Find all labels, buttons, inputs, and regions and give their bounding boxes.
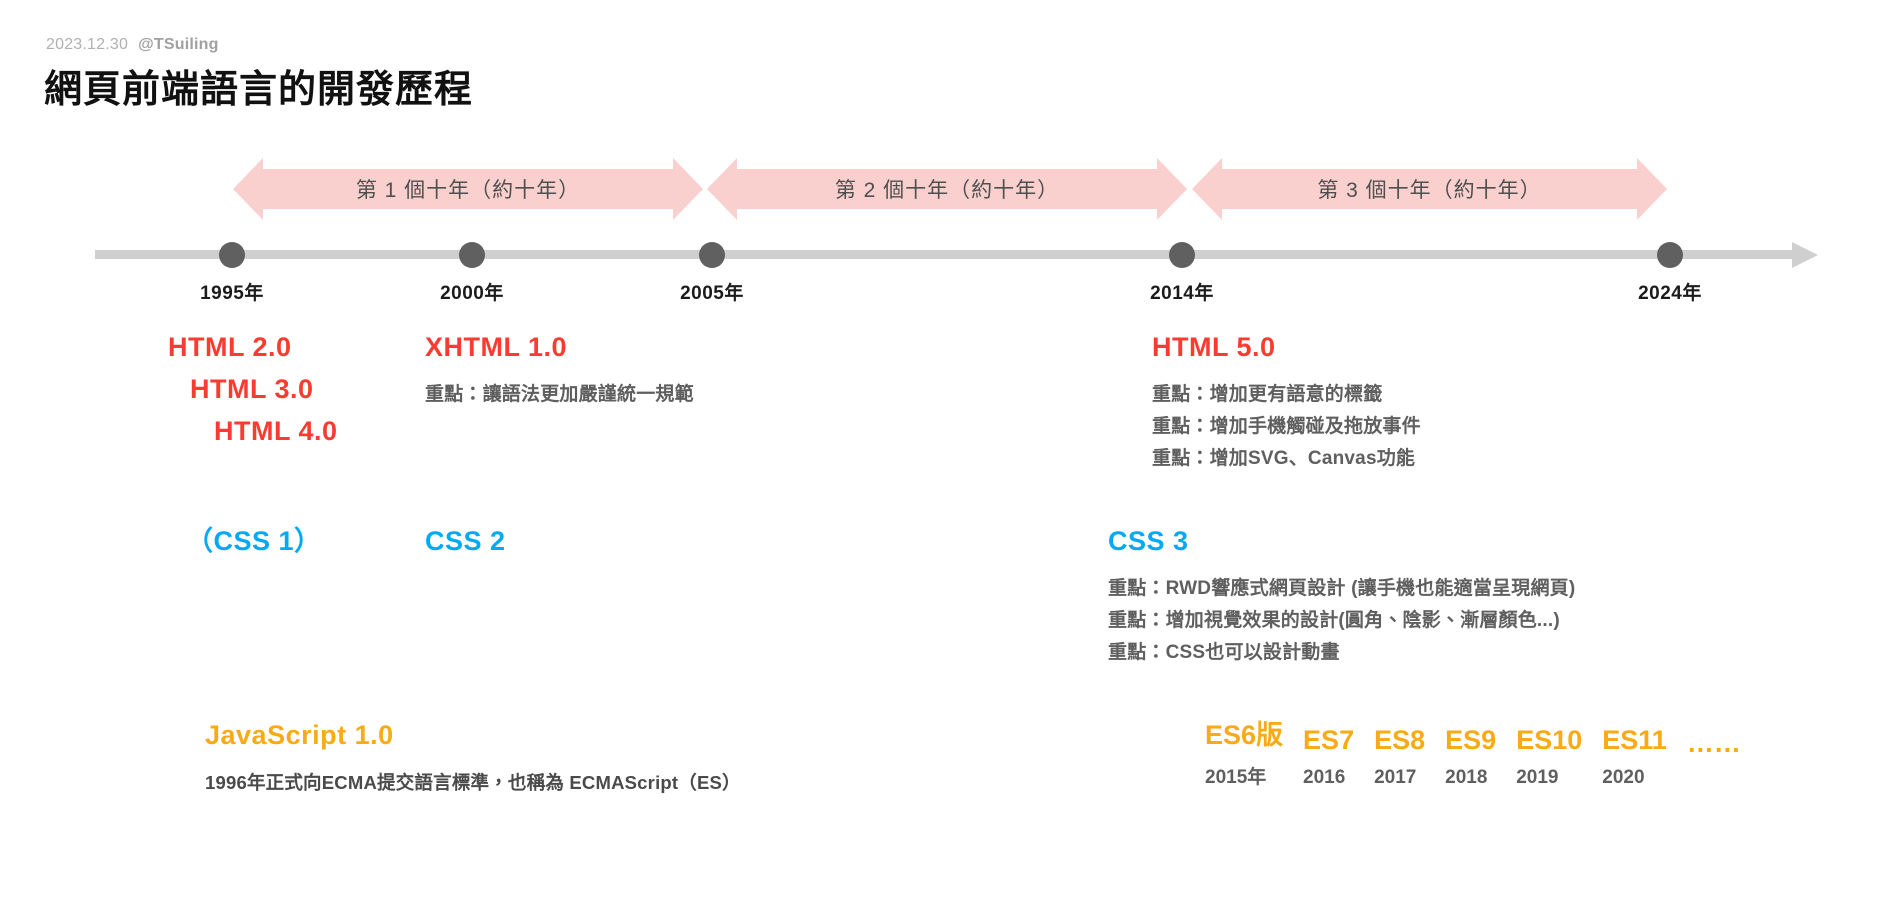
es-ellipsis: …… [1686,728,1741,758]
html5-note: 重點：增加SVG、Canvas功能 [1152,447,1416,469]
author-handle: @TSuiling [138,36,219,53]
es-version-item: ES10 2019 [1516,727,1582,789]
timeline-node[interactable] [1657,242,1683,268]
decade-arrow: 第 3 個十年（約十年） [1192,158,1667,220]
page-title: 網頁前端語言的開發歷程 [44,69,474,111]
decade-arrow: 第 2 個十年（約十年） [707,158,1187,220]
decade-arrow-label: 第 3 個十年（約十年） [1317,179,1542,202]
html5-note: 重點：增加更有語意的標籤 [1152,384,1383,405]
timeline-year-label: 1995年 [200,283,264,304]
css1-title: （CSS 1） [186,526,322,556]
timeline-node[interactable] [219,242,245,268]
es-version-year: 2019 [1516,767,1559,788]
es-version-item: ES11 2020 [1602,727,1667,789]
es-version-label: ES6版 [1205,720,1284,750]
xhtml-block: XHTML 1.0 重點：讓語法更加嚴謹統一規範 [425,334,694,411]
es-version-label: ES7 [1303,725,1355,755]
decade-arrow-label: 第 2 個十年（約十年） [834,179,1060,202]
es-version-item: ES8 2017 [1374,727,1425,789]
css3-note: 重點：增加視覺效果的設計(圓角、陰影、漸層顏色...) [1108,609,1560,631]
decade-arrow-shape [707,158,1187,220]
css3-note: 重點：RWD響應式網頁設計 (讓手機也能適當呈現網頁) [1108,578,1576,599]
timeline-node[interactable] [459,242,485,268]
timeline-node[interactable] [1169,242,1195,268]
es-version-item: ES6版 2015年 [1205,722,1283,789]
es-version-label: ES9 [1445,725,1497,755]
decade-arrow-shape [1192,158,1667,220]
es-version-year: 2018 [1445,767,1488,788]
timeline-year-label: 2005年 [680,283,744,304]
xhtml-note: 重點：讓語法更加嚴謹統一規範 [425,384,694,405]
decade-arrow: 第 1 個十年（約十年） [233,158,703,220]
css1-block: （CSS 1） [186,528,322,555]
axis-arrowhead-icon [1792,242,1818,268]
xhtml-title: XHTML 1.0 [425,332,568,362]
es-version-label: ES10 [1516,725,1583,755]
javascript-note: 1996年正式向ECMA提交語言標準，也稱為 ECMAScript（ES） [205,772,741,793]
css2-block: CSS 2 [425,528,506,555]
html5-title: HTML 5.0 [1152,332,1276,362]
css3-note: 重點：CSS也可以設計動畫 [1108,641,1340,663]
timeline-year-label: 2024年 [1638,283,1702,304]
html-version-label: HTML 2.0 [168,332,292,362]
es-version-year: 2017 [1374,767,1417,788]
html-version-label: HTML 3.0 [190,374,314,404]
html-version-item: HTML 4.0 [168,418,338,445]
decade-arrow-shape [233,158,703,220]
timeline-axis: 1995年 2000年 2005年 2014年 2024年 [95,242,1820,304]
es-version-year: 2015年 [1205,767,1267,788]
es-version-year: 2016 [1303,767,1346,788]
html-version-item: HTML 2.0 [168,334,338,361]
timeline-year-label: 2000年 [440,283,504,304]
axis-line [95,250,1795,259]
css2-title: CSS 2 [425,526,506,556]
javascript-block: JavaScript 1.0 1996年正式向ECMA提交語言標準，也稱為 EC… [205,722,741,795]
es-version-row: ES6版 2015年 ES7 2016 ES8 2017 ES9 2018 ES10 2019 ES… [1205,722,1741,789]
byline: 2023.12.30 @TSuiling [46,36,219,54]
css3-block: CSS 3 重點：RWD響應式網頁設計 (讓手機也能適當呈現網頁) 重點：增加視… [1108,528,1575,669]
es-version-year: 2020 [1602,767,1645,788]
javascript-title: JavaScript 1.0 [205,720,394,750]
html-version-item: HTML 3.0 [168,376,338,403]
html5-note: 重點：增加手機觸碰及拖放事件 [1152,415,1421,437]
html-first-decade-versions: HTML 2.0 HTML 3.0 HTML 4.0 [168,334,338,460]
html5-block: HTML 5.0 重點：增加更有語意的標籤 重點：增加手機觸碰及拖放事件 重點：… [1152,334,1421,475]
css3-title: CSS 3 [1108,526,1189,556]
es-version-label: ES8 [1374,725,1426,755]
publish-date: 2023.12.30 [46,36,129,53]
decade-arrow-band: 第 1 個十年（約十年） 第 2 個十年（約十年） 第 3 個十年（約十年） [0,158,1900,220]
es-version-label: ES11 [1602,725,1667,755]
decade-arrow-label: 第 1 個十年（約十年） [355,179,581,202]
es-version-item: ES9 2018 [1445,727,1496,789]
es-version-item: ES7 2016 [1303,727,1354,789]
timeline-node[interactable] [699,242,725,268]
html-version-label: HTML 4.0 [214,416,338,446]
timeline-year-label: 2014年 [1150,283,1214,304]
